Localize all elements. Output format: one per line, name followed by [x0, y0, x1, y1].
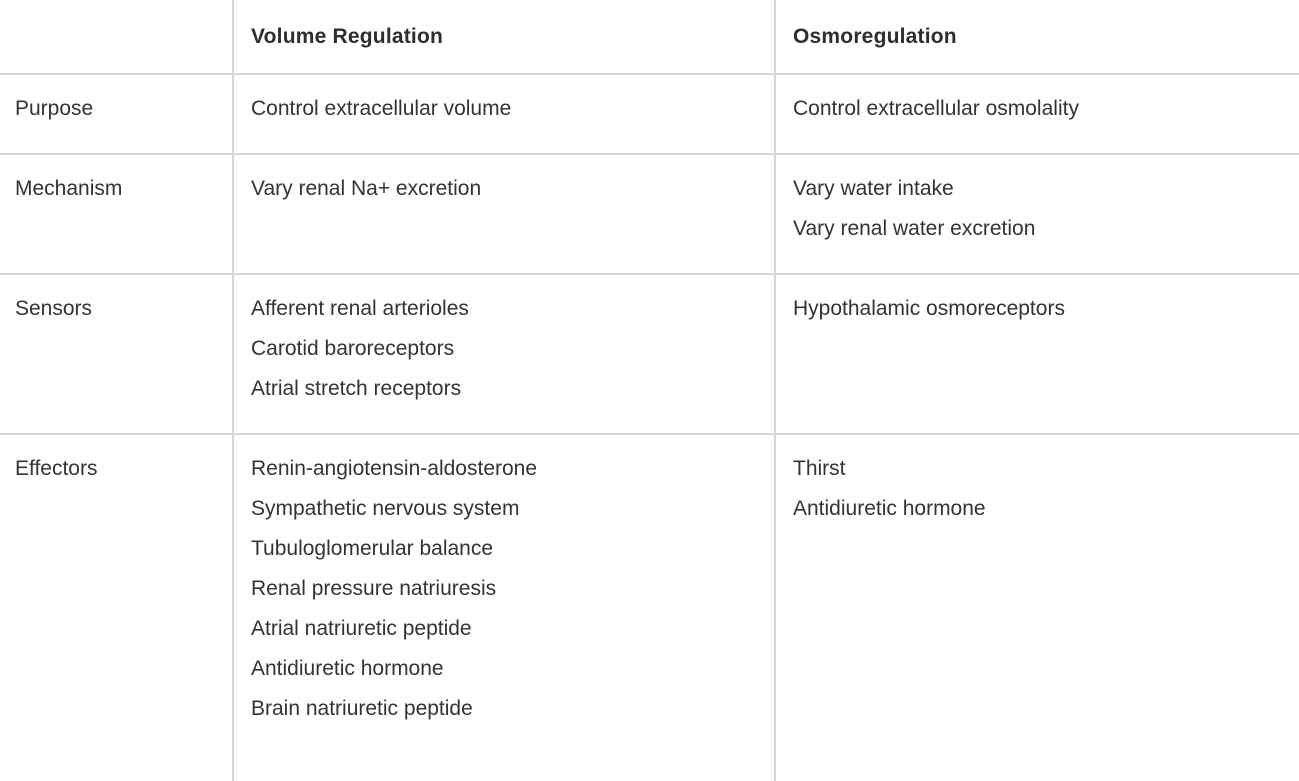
- cell-line: Atrial stretch receptors: [251, 377, 462, 400]
- cell-line: Thirst: [793, 457, 846, 480]
- table-row-mechanism: Mechanism Vary renal Na+ excretion Vary …: [0, 154, 1299, 275]
- row-label: Sensors: [0, 274, 233, 435]
- cell-line: Vary water intake: [793, 177, 954, 200]
- row-label: Mechanism: [0, 154, 233, 275]
- row-label-text: Effectors: [15, 457, 98, 480]
- cell-line: Vary renal water excretion: [793, 217, 1036, 240]
- row-label-text: Sensors: [15, 297, 93, 320]
- cell-line: Tubuloglomerular balance: [251, 537, 494, 560]
- table-row-effectors: Effectors Renin-angiotensin-aldosterone …: [0, 434, 1299, 781]
- cell-line: Vary renal Na+ excretion: [251, 177, 482, 200]
- cell-volume: Afferent renal arterioles Carotid barore…: [232, 274, 775, 435]
- cell-line: Renal pressure natriuresis: [251, 577, 497, 600]
- table-row-sensors: Sensors Afferent renal arterioles Caroti…: [0, 274, 1299, 435]
- row-label-text: Mechanism: [15, 177, 123, 200]
- cell-line: Control extracellular osmolality: [793, 97, 1079, 120]
- cell-line: Afferent renal arterioles: [251, 297, 469, 320]
- header-volume-regulation: Volume Regulation: [232, 0, 775, 75]
- cell-line: Antidiuretic hormone: [251, 657, 444, 680]
- cell-line: Atrial natriuretic peptide: [251, 617, 472, 640]
- cell-line: Hypothalamic osmoreceptors: [793, 297, 1065, 320]
- row-label: Purpose: [0, 74, 233, 155]
- table-header: Volume Regulation Osmoregulation: [0, 0, 1299, 75]
- row-label-text: Purpose: [15, 97, 94, 120]
- cell-osmo: Control extracellular osmolality: [774, 74, 1299, 155]
- cell-line: Carotid baroreceptors: [251, 337, 455, 360]
- cell-osmo: Thirst Antidiuretic hormone: [774, 434, 1299, 781]
- table-body: Purpose Control extracellular volume Con…: [0, 74, 1299, 781]
- row-label: Effectors: [0, 434, 233, 781]
- cell-line: Sympathetic nervous system: [251, 497, 520, 520]
- cell-volume: Renin-angiotensin-aldosterone Sympatheti…: [232, 434, 775, 781]
- cell-volume: Vary renal Na+ excretion: [232, 154, 775, 275]
- cell-line: Antidiuretic hormone: [793, 497, 986, 520]
- header-row: Volume Regulation Osmoregulation: [0, 0, 1299, 75]
- header-osmoregulation: Osmoregulation: [774, 0, 1299, 75]
- table-row-purpose: Purpose Control extracellular volume Con…: [0, 74, 1299, 155]
- cell-osmo: Hypothalamic osmoreceptors: [774, 274, 1299, 435]
- cell-line: Renin-angiotensin-aldosterone: [251, 457, 538, 480]
- header-corner: [0, 0, 233, 75]
- cell-osmo: Vary water intake Vary renal water excre…: [774, 154, 1299, 275]
- cell-line: Brain natriuretic peptide: [251, 697, 473, 720]
- cell-volume: Control extracellular volume: [232, 74, 775, 155]
- cell-line: Control extracellular volume: [251, 97, 512, 120]
